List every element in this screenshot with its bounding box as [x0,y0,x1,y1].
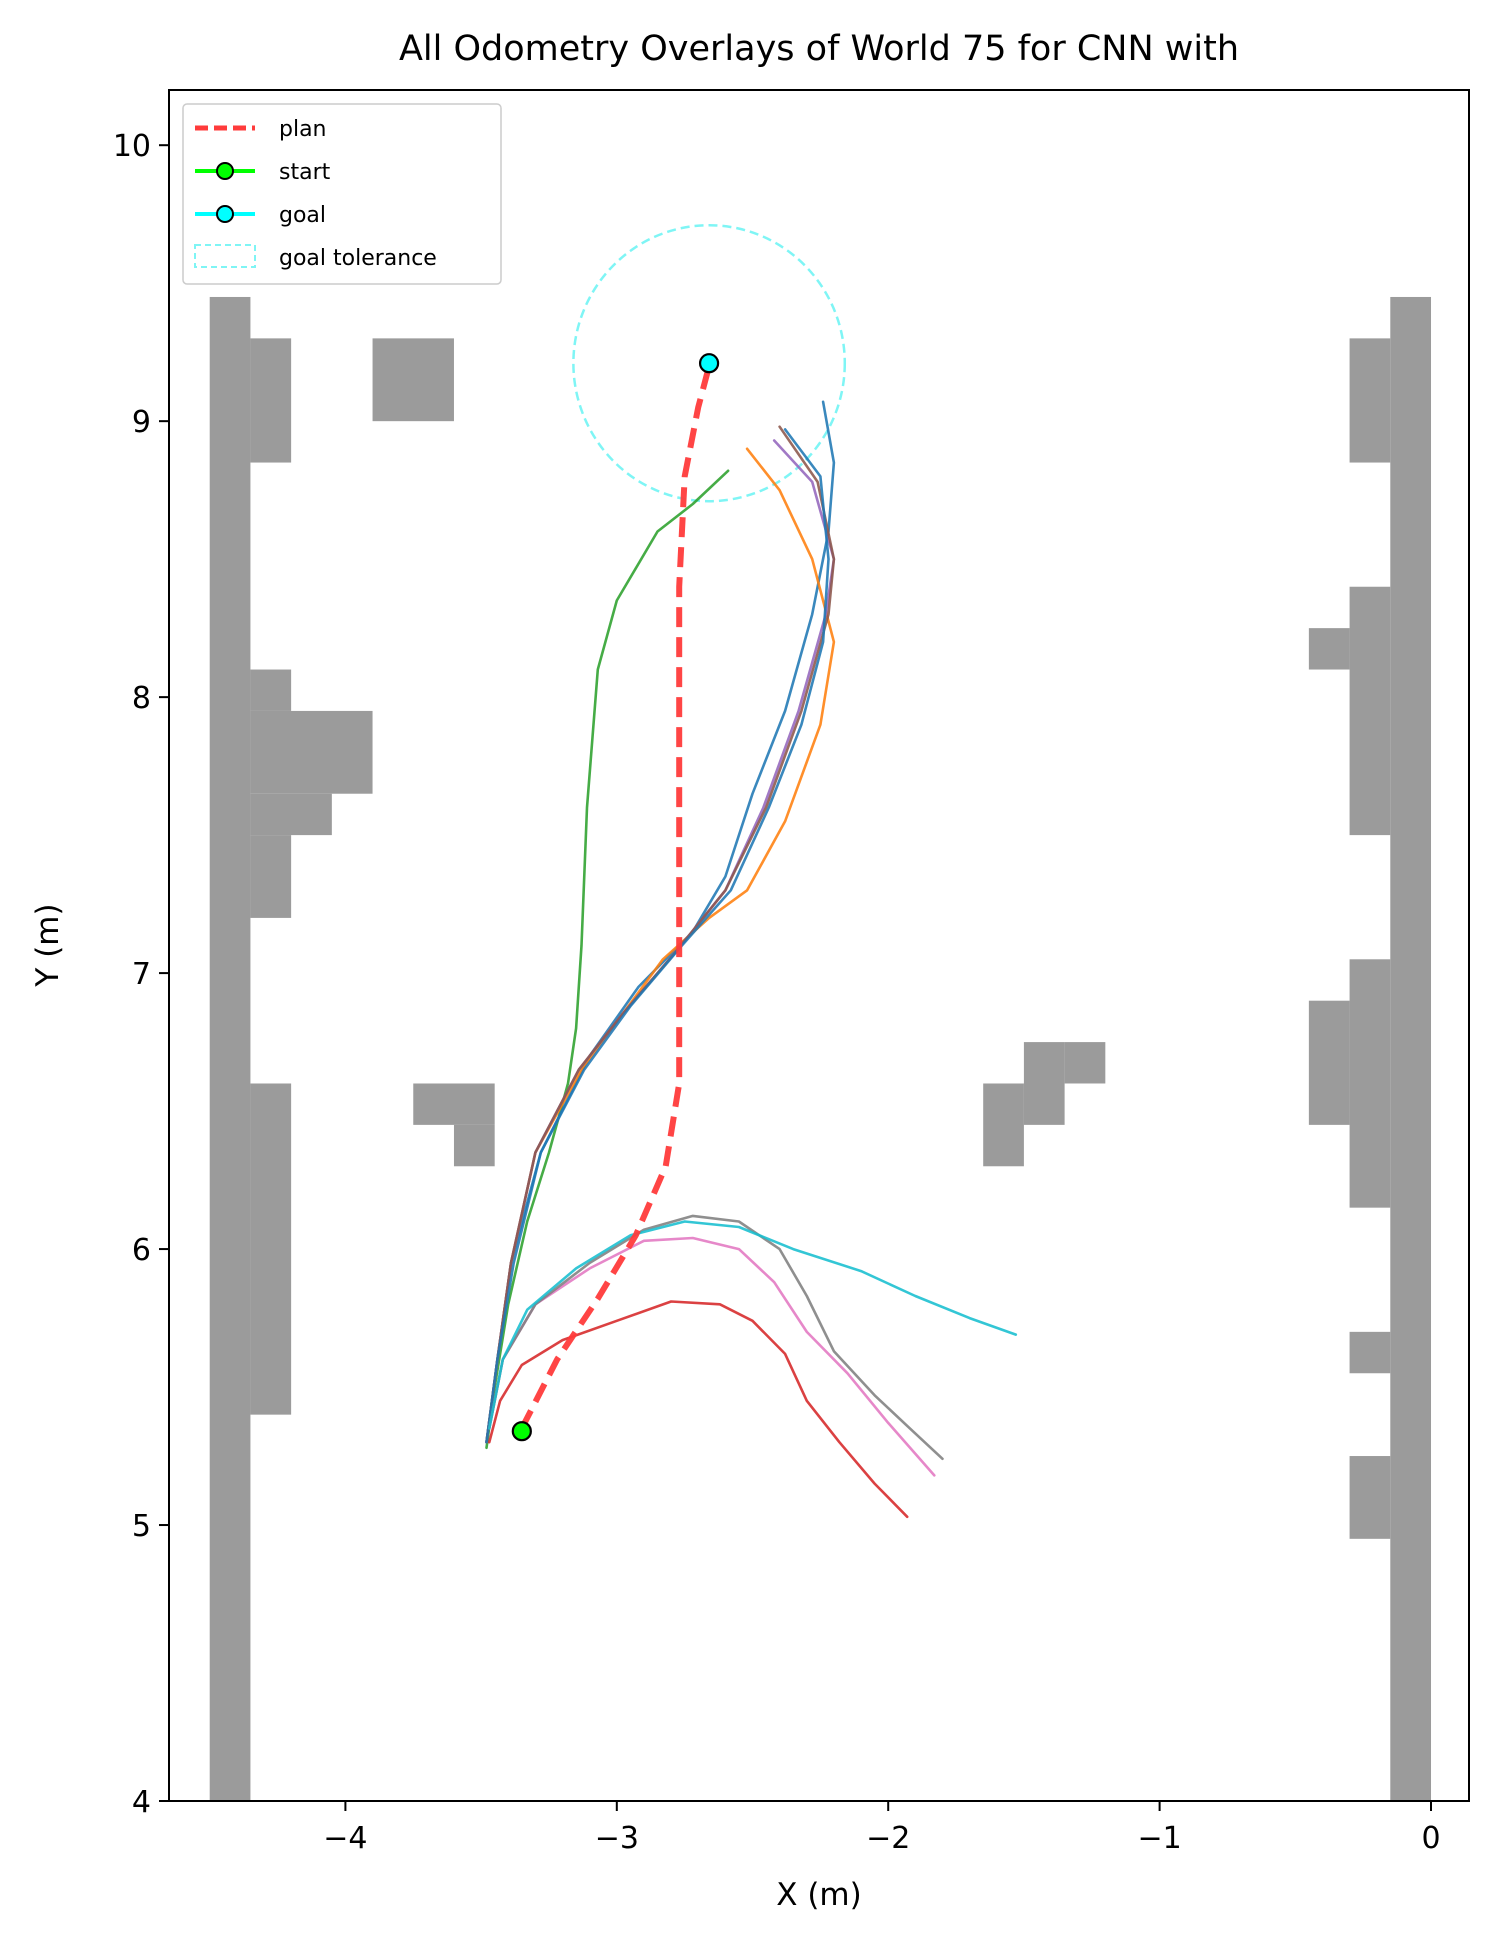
x-tick-label: −3 [595,1821,639,1856]
legend-label: plan [279,117,327,142]
x-tick-label: −1 [1137,1821,1181,1856]
obstacle-cell [453,1124,495,1167]
x-tick-label: −2 [866,1821,910,1856]
legend-swatch-tolerance [194,244,256,268]
odometry-series-line [485,428,830,1444]
obstacle-cell [1023,1042,1065,1125]
goal-marker [698,353,720,374]
odometry-series-layer [485,400,1018,1519]
obstacle-cell [1349,1456,1391,1539]
legend: plan start goal goal tolerance [182,103,502,285]
legend-label: goal tolerance [279,246,437,271]
y-axis-label: Y (m) [30,903,66,987]
odometry-series-line [488,1220,1018,1430]
odometry-series-line [488,1300,909,1519]
obstacle-cell [250,835,292,918]
obstacle-cell [1308,1000,1350,1125]
obstacle-cell [1390,296,1432,1801]
chart-title: All Odometry Overlays of World 75 for CN… [399,29,1239,69]
marker-layer [511,353,720,1442]
goal-tolerance-layer [572,223,847,503]
plan-line [519,365,713,1430]
plan-layer [519,365,713,1430]
start-marker [511,1421,532,1442]
y-axis-ticks: 4 5 6 7 8 9 10 [113,129,169,1820]
obstacle-cell [1064,1042,1106,1084]
obstacle-cell [413,1083,495,1125]
obstacle-cell [1349,1331,1391,1374]
odometry-series-line [485,469,730,1450]
legend-label: start [279,160,331,185]
y-tick-label: 9 [132,405,151,440]
x-tick-label: 0 [1421,1821,1440,1856]
x-axis-label: X (m) [776,1877,861,1913]
obstacle-cell [250,793,332,836]
obstacle-cell [372,338,454,422]
obstacle-cell [250,338,292,463]
goal-tolerance-circle [572,223,847,503]
y-tick-label: 7 [132,957,151,992]
y-tick-label: 10 [113,129,151,164]
y-tick-label: 8 [132,681,151,716]
obstacle-cell [1308,628,1350,670]
x-axis-ticks: −4 −3 −2 −1 0 [323,1801,1441,1856]
legend-swatch-marker [216,162,234,180]
plot-frame [168,89,1470,1802]
legend-label: goal [279,203,326,228]
obstacle-cell [250,669,292,711]
obstacle-cell [250,1083,292,1415]
obstacle-cell [1349,586,1391,836]
obstacle-cell [209,296,251,1801]
legend-box [182,103,502,285]
obstacle-grid [209,296,1432,1801]
obstacle-cell [1349,338,1391,463]
obstacle-cell [250,710,373,794]
y-tick-label: 5 [132,1509,151,1544]
legend-swatch-marker [216,205,234,223]
x-tick-label: −4 [323,1821,367,1856]
obstacle-cell [1349,959,1391,1208]
y-tick-label: 6 [132,1233,151,1268]
y-tick-label: 4 [132,1785,151,1820]
odometry-series-line [485,425,836,1444]
obstacle-cell [983,1083,1024,1167]
